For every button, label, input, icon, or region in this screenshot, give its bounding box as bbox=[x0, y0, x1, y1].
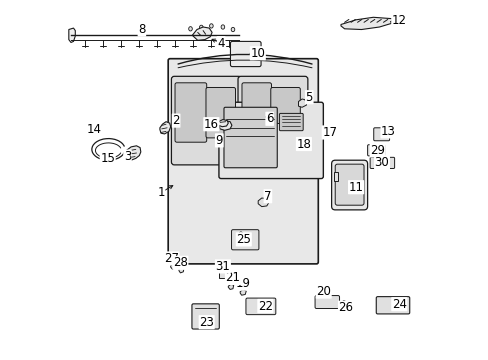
Text: 7: 7 bbox=[264, 190, 271, 203]
FancyBboxPatch shape bbox=[331, 160, 367, 210]
Text: 18: 18 bbox=[296, 138, 311, 150]
Polygon shape bbox=[298, 99, 306, 107]
Text: 16: 16 bbox=[203, 118, 219, 131]
Ellipse shape bbox=[231, 27, 234, 32]
Text: 24: 24 bbox=[391, 298, 406, 311]
Polygon shape bbox=[218, 120, 228, 127]
Ellipse shape bbox=[199, 25, 203, 30]
FancyBboxPatch shape bbox=[373, 128, 389, 141]
FancyBboxPatch shape bbox=[192, 304, 219, 329]
FancyBboxPatch shape bbox=[230, 41, 261, 67]
Text: 15: 15 bbox=[100, 152, 115, 165]
Polygon shape bbox=[160, 122, 170, 134]
FancyBboxPatch shape bbox=[205, 87, 235, 138]
FancyBboxPatch shape bbox=[242, 83, 271, 122]
Polygon shape bbox=[126, 146, 141, 160]
Bar bbox=[87, 125, 96, 134]
Bar bbox=[88, 126, 91, 130]
Ellipse shape bbox=[239, 236, 242, 239]
Text: 28: 28 bbox=[173, 256, 187, 269]
Bar bbox=[333, 172, 337, 181]
FancyBboxPatch shape bbox=[231, 230, 258, 250]
Text: 8: 8 bbox=[138, 23, 145, 36]
Polygon shape bbox=[240, 290, 246, 295]
Text: 23: 23 bbox=[199, 316, 214, 329]
Text: 19: 19 bbox=[235, 277, 250, 290]
Text: 31: 31 bbox=[215, 260, 230, 273]
FancyBboxPatch shape bbox=[245, 298, 275, 315]
Text: 25: 25 bbox=[236, 233, 251, 246]
Polygon shape bbox=[219, 121, 231, 130]
FancyBboxPatch shape bbox=[270, 87, 300, 123]
Text: 17: 17 bbox=[322, 126, 337, 139]
FancyBboxPatch shape bbox=[335, 164, 363, 205]
Text: 20: 20 bbox=[316, 285, 330, 298]
Polygon shape bbox=[340, 301, 346, 306]
FancyBboxPatch shape bbox=[224, 107, 277, 168]
Text: 9: 9 bbox=[215, 134, 223, 147]
Ellipse shape bbox=[221, 25, 224, 29]
Text: 5: 5 bbox=[305, 91, 312, 104]
Ellipse shape bbox=[239, 240, 242, 243]
Text: 4: 4 bbox=[217, 37, 224, 50]
FancyBboxPatch shape bbox=[219, 102, 323, 179]
Text: 3: 3 bbox=[123, 150, 131, 163]
Text: 6: 6 bbox=[265, 112, 273, 125]
Ellipse shape bbox=[188, 27, 192, 31]
FancyBboxPatch shape bbox=[375, 297, 409, 314]
FancyBboxPatch shape bbox=[369, 157, 394, 168]
Polygon shape bbox=[170, 264, 176, 269]
Text: 22: 22 bbox=[257, 300, 272, 312]
Text: 11: 11 bbox=[348, 181, 363, 194]
Ellipse shape bbox=[209, 24, 213, 28]
Polygon shape bbox=[179, 267, 183, 273]
FancyBboxPatch shape bbox=[171, 76, 241, 165]
Text: 14: 14 bbox=[86, 123, 102, 136]
FancyBboxPatch shape bbox=[168, 59, 318, 264]
Polygon shape bbox=[69, 28, 75, 42]
Text: 30: 30 bbox=[374, 156, 388, 169]
FancyBboxPatch shape bbox=[314, 296, 339, 309]
Polygon shape bbox=[228, 284, 233, 289]
FancyBboxPatch shape bbox=[367, 145, 384, 156]
FancyBboxPatch shape bbox=[238, 76, 307, 165]
Polygon shape bbox=[340, 17, 394, 30]
Ellipse shape bbox=[239, 232, 242, 235]
FancyBboxPatch shape bbox=[175, 83, 206, 142]
Text: 2: 2 bbox=[172, 114, 180, 127]
Text: 21: 21 bbox=[225, 271, 240, 284]
Text: 29: 29 bbox=[369, 144, 385, 157]
Text: 1: 1 bbox=[157, 186, 164, 199]
Text: 27: 27 bbox=[163, 252, 179, 265]
Polygon shape bbox=[192, 27, 212, 40]
Text: 13: 13 bbox=[380, 125, 395, 138]
Text: 12: 12 bbox=[391, 14, 406, 27]
Text: 26: 26 bbox=[338, 301, 353, 314]
Polygon shape bbox=[258, 198, 268, 207]
FancyBboxPatch shape bbox=[279, 113, 303, 131]
Text: 10: 10 bbox=[250, 47, 264, 60]
Bar bbox=[218, 269, 229, 278]
